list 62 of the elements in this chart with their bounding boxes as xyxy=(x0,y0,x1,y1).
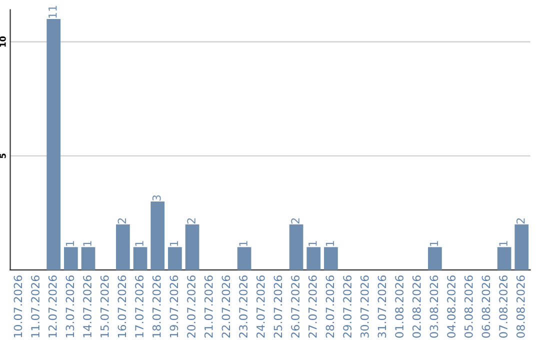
x-tick-label: 02.08.2026 xyxy=(412,276,421,338)
x-tick-label: 07.08.2026 xyxy=(499,276,508,338)
x-tick-label: 11.07.2026 xyxy=(31,276,40,338)
bar xyxy=(116,224,130,270)
bar xyxy=(185,224,200,270)
data-label: 2 xyxy=(516,218,525,224)
x-tick-label: 18.07.2026 xyxy=(152,276,161,338)
bar xyxy=(168,247,182,270)
y-tick-label: 10 xyxy=(0,36,6,47)
data-label: 11 xyxy=(48,6,57,18)
data-label: 1 xyxy=(239,241,248,246)
x-tick-label: 25.07.2026 xyxy=(274,276,282,338)
bar xyxy=(81,247,96,270)
data-label: 1 xyxy=(308,241,317,246)
bar xyxy=(289,224,304,270)
bar xyxy=(306,247,321,270)
x-tick-label: 29.07.2026 xyxy=(343,276,352,338)
x-tick-label: 03.08.2026 xyxy=(430,276,438,338)
x-tick-label: 22.07.2026 xyxy=(222,276,230,338)
data-label: 1 xyxy=(83,241,92,246)
bar xyxy=(133,247,148,270)
x-tick-label: 08.08.2026 xyxy=(516,276,525,338)
data-label: 1 xyxy=(499,241,508,246)
data-label: 1 xyxy=(170,241,178,246)
x-tick-label: 14.07.2026 xyxy=(83,276,92,338)
bar xyxy=(324,247,338,270)
bar xyxy=(150,202,165,270)
x-tick-label: 05.08.2026 xyxy=(464,276,473,338)
data-label: 1 xyxy=(135,241,144,246)
data-label: 3 xyxy=(152,195,161,201)
y-tick-label: 5 xyxy=(0,154,6,158)
bar xyxy=(46,18,61,270)
x-tick-label: 19.07.2026 xyxy=(170,276,178,338)
x-tick-label: 13.07.2026 xyxy=(66,276,74,338)
x-tick-label: 20.07.2026 xyxy=(187,276,196,338)
x-tick-label: 17.07.2026 xyxy=(135,276,144,338)
x-tick-label: 26.07.2026 xyxy=(291,276,300,338)
x-tick-label: 15.07.2026 xyxy=(100,276,109,338)
x-tick-label: 28.07.2026 xyxy=(326,276,334,338)
x-tick-label: 10.07.2026 xyxy=(14,276,22,338)
data-label: 2 xyxy=(291,218,300,224)
data-label: 1 xyxy=(66,241,74,246)
bar xyxy=(237,247,252,270)
data-label: 2 xyxy=(187,218,196,224)
x-tick-label: 27.07.2026 xyxy=(308,276,317,338)
x-tick-label: 21.07.2026 xyxy=(204,276,213,338)
data-label: 2 xyxy=(118,218,126,224)
x-tick-label: 31.07.2026 xyxy=(378,276,386,338)
x-tick-label: 04.08.2026 xyxy=(447,276,456,338)
x-tick-label: 30.07.2026 xyxy=(360,276,369,338)
x-tick-label: 24.07.2026 xyxy=(256,276,265,338)
bar xyxy=(64,247,78,270)
x-tick-label: 23.07.2026 xyxy=(239,276,248,338)
x-tick-label: 01.08.2026 xyxy=(395,276,404,338)
x-tick-label: 16.07.2026 xyxy=(118,276,126,338)
data-label: 1 xyxy=(326,241,334,246)
bar xyxy=(428,247,442,270)
data-label: 1 xyxy=(430,241,438,246)
bar xyxy=(497,247,512,270)
bar xyxy=(514,224,529,270)
x-tick-label: 12.07.2026 xyxy=(48,276,57,338)
x-tick-label: 06.08.2026 xyxy=(482,276,490,338)
